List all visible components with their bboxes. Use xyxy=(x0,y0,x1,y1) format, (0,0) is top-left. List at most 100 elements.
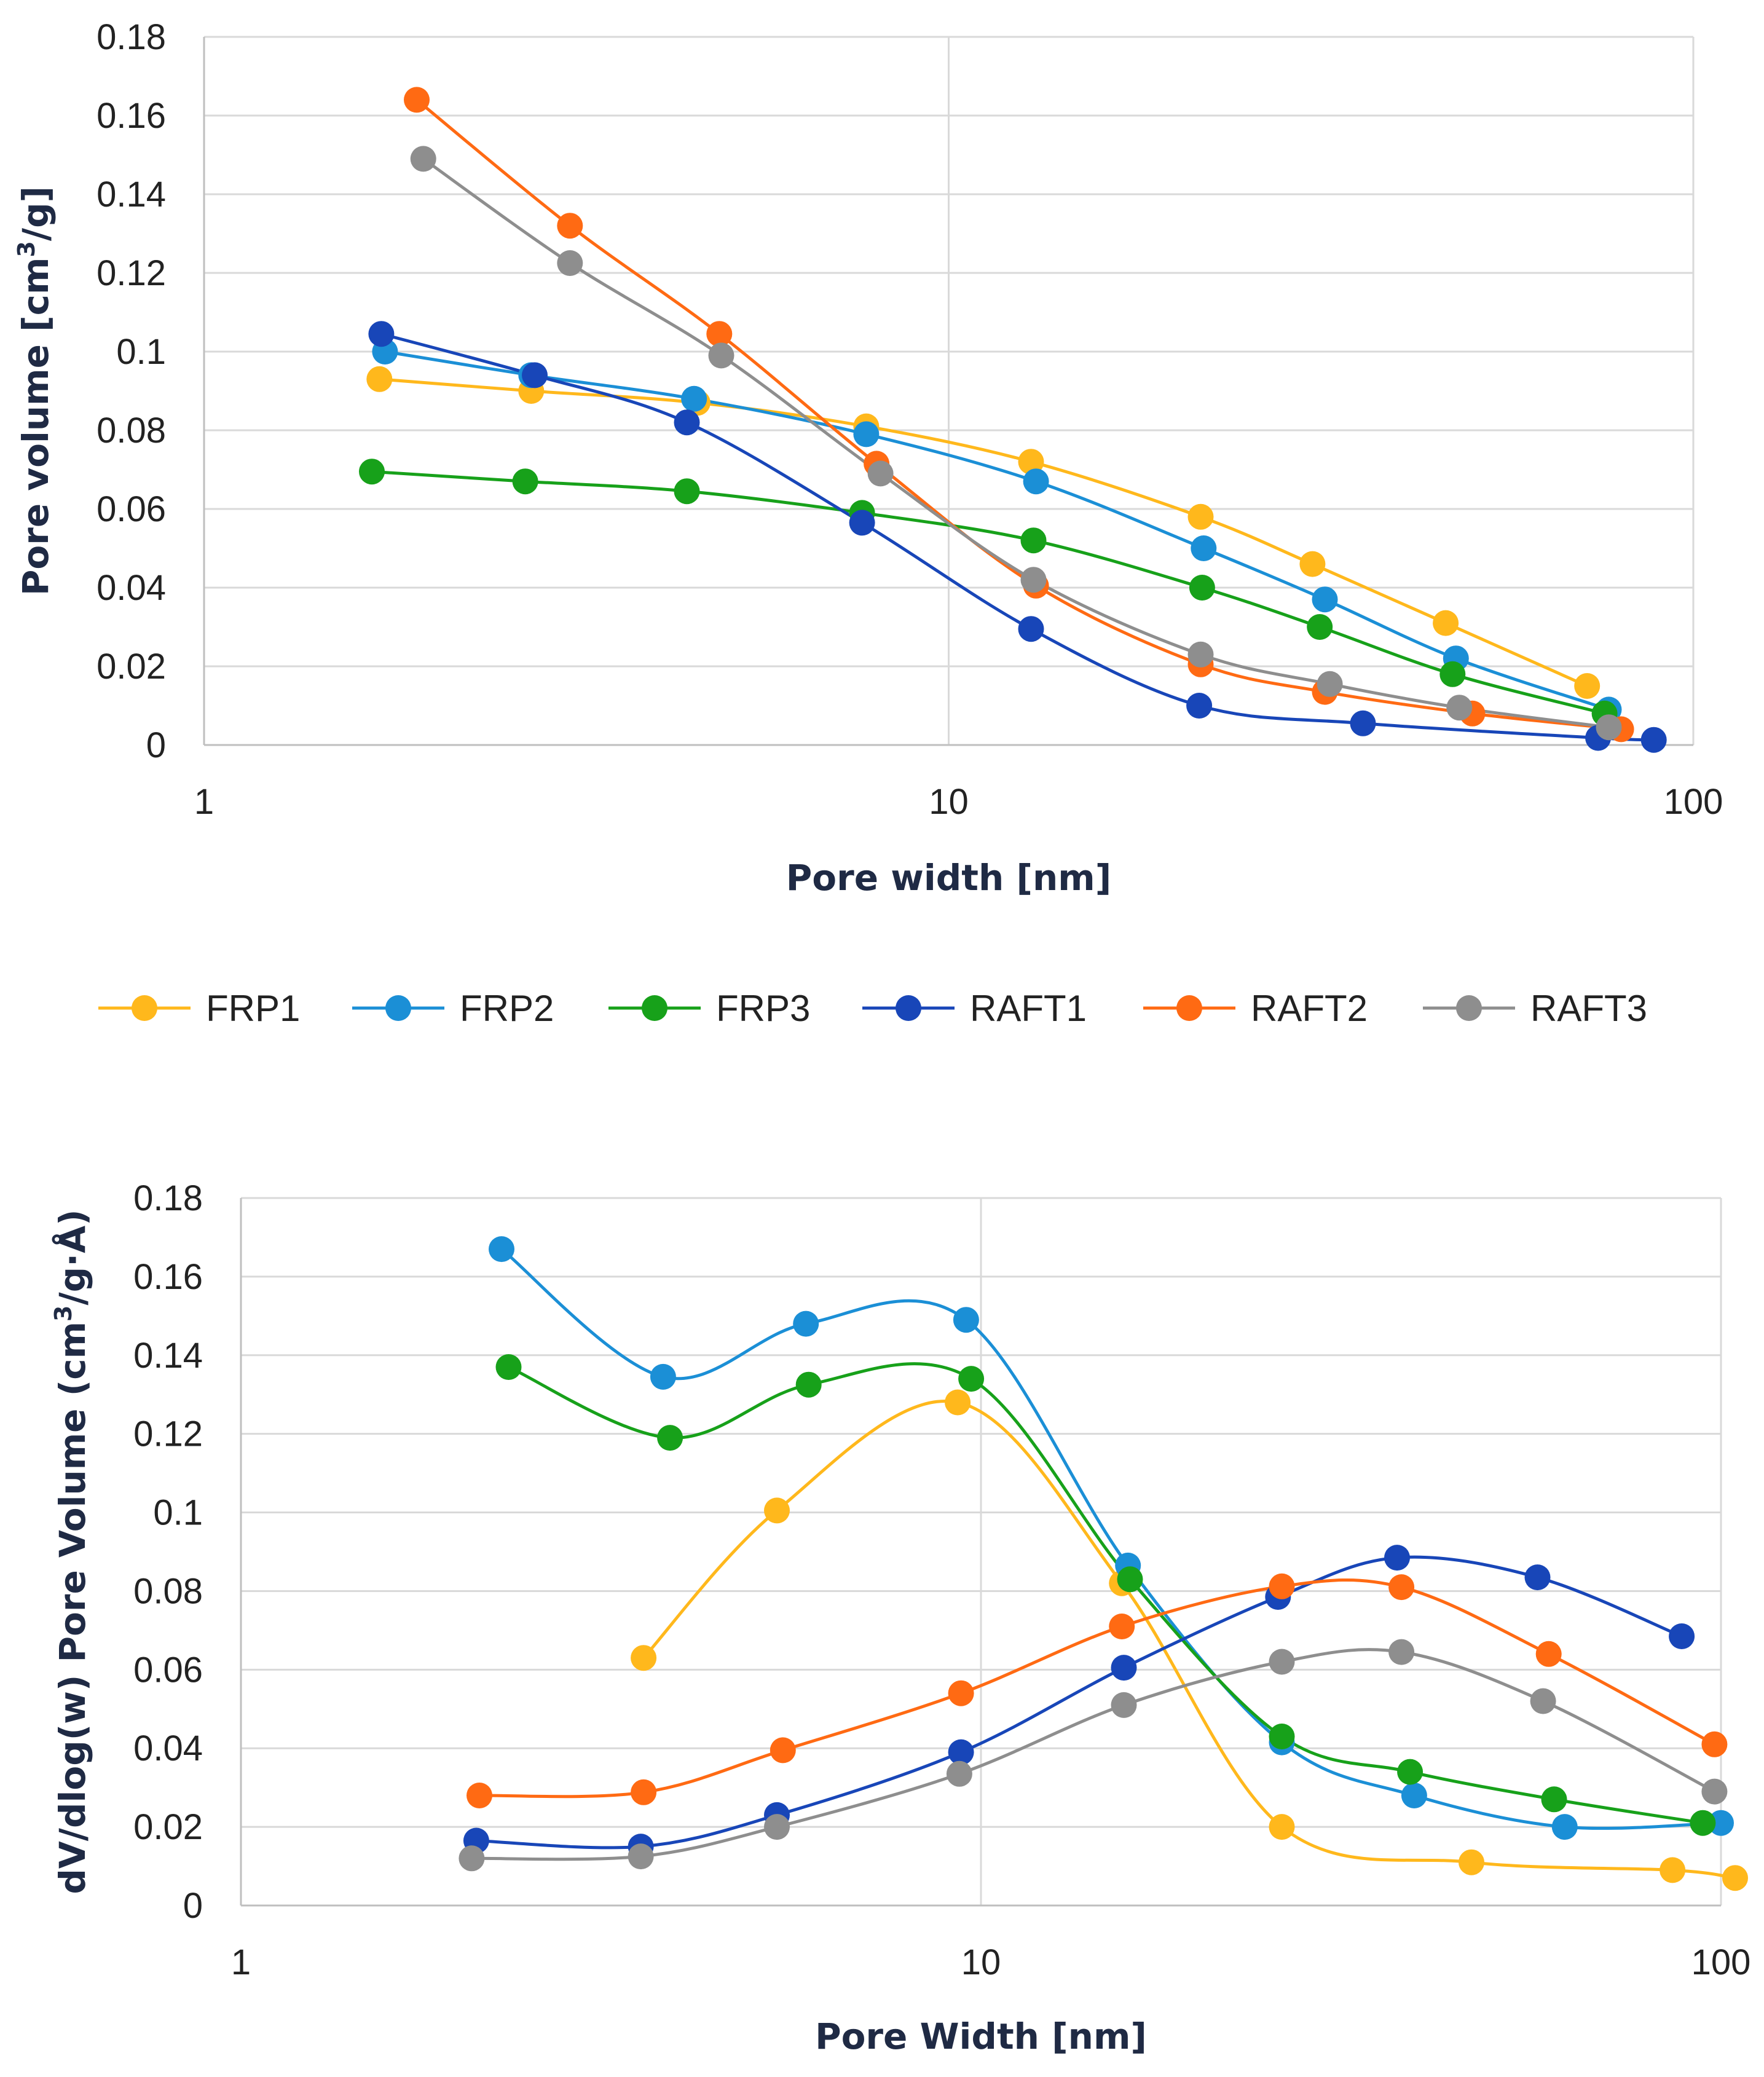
legend-marker xyxy=(385,995,411,1021)
data-point-raft3 xyxy=(764,1814,790,1840)
data-point-frp1 xyxy=(1187,503,1214,530)
data-point-frp2 xyxy=(953,1307,979,1333)
data-point-raft2 xyxy=(404,87,430,113)
data-point-raft2 xyxy=(1109,1614,1135,1639)
series-line-frp3 xyxy=(371,470,1605,715)
data-point-frp2 xyxy=(1312,586,1338,613)
data-point-frp3 xyxy=(512,468,538,495)
data-point-frp1 xyxy=(631,1645,657,1671)
data-point-raft2 xyxy=(1388,1574,1415,1601)
legend-marker xyxy=(1176,995,1202,1021)
data-point-raft2 xyxy=(1535,1641,1562,1667)
y-axis-title-unit: /g·Å) xyxy=(51,1209,93,1305)
data-point-frp1 xyxy=(1018,449,1044,475)
data-point-frp1 xyxy=(1299,551,1326,577)
data-point-frp1 xyxy=(945,1389,971,1416)
data-point-raft1 xyxy=(1524,1564,1551,1591)
data-point-raft3 xyxy=(867,460,894,487)
y-tick-label: 0 xyxy=(183,1886,203,1926)
data-point-frp2 xyxy=(1023,468,1049,495)
data-point-raft1 xyxy=(1669,1623,1695,1649)
data-point-frp3 xyxy=(1020,527,1047,554)
legend: FRP1 FRP2 FRP3 RAFT1 RAFT2 RAFT3 xyxy=(98,988,1647,1029)
y-axis-title-superscript: 3 xyxy=(50,1306,77,1322)
data-point-frp2 xyxy=(489,1236,514,1263)
y-tick-label: 0.08 xyxy=(133,1571,203,1611)
series-line-raft2 xyxy=(415,98,1621,731)
data-point-raft2 xyxy=(948,1680,974,1706)
series-line-frp2 xyxy=(500,1248,1722,1830)
series-line-raft1 xyxy=(476,1555,1683,1850)
y-axis-title-main: Pore volume [cm xyxy=(15,258,57,596)
y-tick-label: 0.04 xyxy=(133,1728,203,1768)
data-point-raft3 xyxy=(946,1760,972,1787)
data-point-frp3 xyxy=(495,1354,522,1380)
x-tick-label: 1 xyxy=(231,1942,251,1982)
legend-item-frp3: FRP3 xyxy=(608,988,810,1029)
data-point-raft3 xyxy=(1596,714,1622,741)
data-point-frp3 xyxy=(958,1366,985,1392)
data-point-frp3 xyxy=(1269,1724,1295,1749)
data-point-raft1 xyxy=(1350,710,1376,736)
x-tick-label: 10 xyxy=(929,782,969,822)
data-point-frp2 xyxy=(1551,1814,1578,1840)
data-point-frp3 xyxy=(657,1425,683,1451)
y-tick-label: 0.04 xyxy=(96,568,166,608)
y-tick-label: 0 xyxy=(146,725,166,765)
y-tick-label: 0.02 xyxy=(133,1807,203,1847)
y-tick-label: 0.12 xyxy=(133,1414,203,1454)
y-axis-title-main: dV/dlog(w) Pore Volume (cm xyxy=(52,1322,93,1894)
legend-marker xyxy=(132,995,157,1021)
data-point-frp3 xyxy=(1439,661,1466,687)
series-line-raft3 xyxy=(422,157,1609,729)
data-point-raft1 xyxy=(674,409,700,436)
y-tick-label: 0.16 xyxy=(133,1257,203,1297)
data-point-raft2 xyxy=(631,1779,657,1805)
data-point-frp3 xyxy=(1189,575,1215,601)
data-point-frp1 xyxy=(1574,673,1601,699)
legend-marker xyxy=(896,995,921,1021)
legend-item-raft1: RAFT1 xyxy=(862,988,1087,1029)
y-tick-label: 0.18 xyxy=(133,1178,203,1218)
y-tick-label: 0.1 xyxy=(153,1493,203,1533)
data-point-frp2 xyxy=(793,1310,819,1337)
data-point-frp2 xyxy=(650,1363,676,1390)
data-point-raft3 xyxy=(459,1845,485,1872)
legend-label: RAFT1 xyxy=(970,988,1087,1029)
data-point-frp1 xyxy=(1722,1865,1748,1891)
series-line-frp2 xyxy=(385,350,1610,711)
data-point-raft1 xyxy=(849,510,875,536)
legend-item-raft3: RAFT3 xyxy=(1423,988,1647,1029)
data-point-raft3 xyxy=(1020,567,1047,593)
legend-label: FRP2 xyxy=(460,988,554,1029)
data-point-raft3 xyxy=(1530,1688,1556,1714)
data-point-raft3 xyxy=(708,342,734,369)
y-axis-title-unit: /g] xyxy=(15,186,57,241)
series-line-frp3 xyxy=(508,1362,1703,1825)
data-point-frp2 xyxy=(853,421,880,447)
legend-item-frp1: FRP1 xyxy=(98,988,300,1029)
data-point-frp1 xyxy=(764,1497,790,1524)
data-point-raft3 xyxy=(1446,695,1473,721)
data-point-frp3 xyxy=(795,1371,822,1398)
data-point-raft3 xyxy=(1317,671,1343,697)
y-tick-label: 0.02 xyxy=(96,647,166,687)
data-point-frp2 xyxy=(1708,1810,1734,1836)
data-point-raft1 xyxy=(1384,1545,1410,1571)
y-tick-label: 0.08 xyxy=(96,411,166,451)
data-point-raft3 xyxy=(1701,1778,1728,1805)
data-point-frp2 xyxy=(1191,535,1217,561)
data-point-raft3 xyxy=(1269,1649,1295,1675)
y-axis-title: Pore volume [cm3/g] xyxy=(13,186,57,596)
data-point-raft3 xyxy=(1388,1639,1415,1665)
x-axis-title: Pore Width [nm] xyxy=(815,2016,1147,2057)
y-axis-title: dV/dlog(w) Pore Volume (cm3/g·Å) xyxy=(50,1209,93,1894)
data-point-frp3 xyxy=(1397,1759,1423,1785)
y-tick-label: 0.18 xyxy=(96,17,166,57)
legend-label: FRP1 xyxy=(206,988,300,1029)
legend-marker xyxy=(642,995,667,1021)
data-point-raft1 xyxy=(1186,693,1213,719)
data-point-raft2 xyxy=(1269,1573,1295,1599)
y-tick-label: 0.16 xyxy=(96,96,166,136)
